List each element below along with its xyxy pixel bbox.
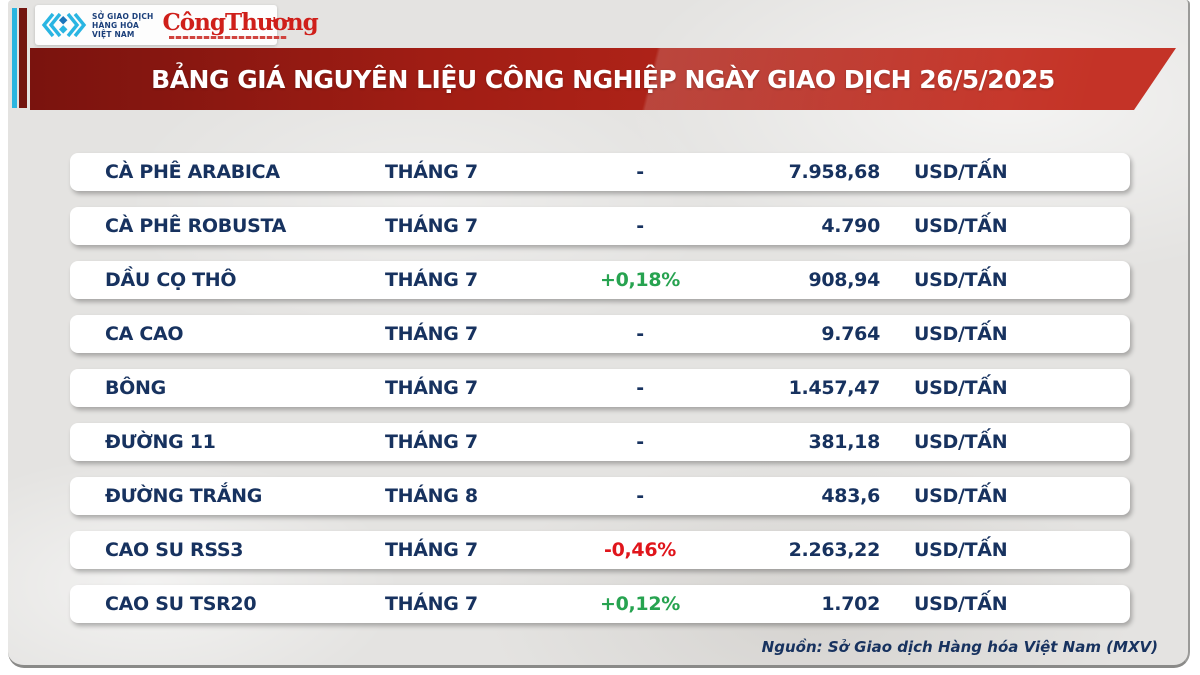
commodity-name: CÀ PHÊ ARABICA (105, 161, 280, 183)
price-unit: USD/TẤN (914, 161, 1008, 183)
price-table: CÀ PHÊ ARABICA THÁNG 7 - 7.958,68 USD/TẤ… (70, 153, 1130, 623)
title-banner: BẢNG GIÁ NGUYÊN LIỆU CÔNG NGHIỆP NGÀY GI… (30, 48, 1176, 110)
congthuong-tagline-bar (168, 36, 287, 39)
price-unit: USD/TẤN (914, 539, 1008, 561)
table-row: CAO SU RSS3 THÁNG 7 -0,46% 2.263,22 USD/… (70, 531, 1130, 569)
price-value: 381,18 (808, 431, 880, 453)
price-value: 908,94 (808, 269, 880, 291)
contract-month: THÁNG 7 (385, 539, 478, 561)
contract-month: THÁNG 7 (385, 215, 478, 237)
commodity-name: CÀ PHÊ ROBUSTA (105, 215, 287, 237)
commodity-name: DẦU CỌ THÔ (105, 269, 237, 291)
contract-month: THÁNG 7 (385, 323, 478, 345)
table-row: CÀ PHÊ ROBUSTA THÁNG 7 - 4.790 USD/TẤN (70, 207, 1130, 245)
contract-month: THÁNG 7 (385, 593, 478, 615)
change-percent: - (636, 431, 644, 453)
price-value: 483,6 (821, 485, 880, 507)
commodity-name: CAO SU TSR20 (105, 593, 257, 615)
commodity-name: BÔNG (105, 377, 166, 399)
table-row: BÔNG THÁNG 7 - 1.457,47 USD/TẤN (70, 369, 1130, 407)
table-row: CÀ PHÊ ARABICA THÁNG 7 - 7.958,68 USD/TẤ… (70, 153, 1130, 191)
change-percent: +0,18% (599, 269, 681, 291)
price-value: 9.764 (821, 323, 880, 345)
price-unit: USD/TẤN (914, 431, 1008, 453)
price-value: 4.790 (821, 215, 880, 237)
change-percent: - (636, 161, 644, 183)
commodity-name: CA CAO (105, 323, 184, 345)
contract-month: THÁNG 7 (385, 269, 478, 291)
price-unit: USD/TẤN (914, 323, 1008, 345)
mxv-logo-line1: SỞ GIAO DỊCH (92, 11, 154, 21)
price-value: 1.457,47 (788, 377, 881, 399)
price-value: 1.702 (821, 593, 880, 615)
congthuong-logo: CôngThương (162, 9, 319, 39)
infographic-card: BẢNG GIÁ NGUYÊN LIỆU CÔNG NGHIỆP NGÀY GI… (8, 0, 1190, 668)
price-value: 7.958,68 (788, 161, 881, 183)
mxv-logo-text: SỞ GIAO DỊCH HÀNG HÓA VIỆT NAM (92, 12, 154, 39)
price-unit: USD/TẤN (914, 377, 1008, 399)
change-percent: - (636, 323, 644, 345)
mxv-logo-line2: HÀNG HÓA (92, 20, 139, 30)
left-maroon-stripe (19, 8, 27, 108)
logo-box: SỞ GIAO DỊCH HÀNG HÓA VIỆT NAM CôngThươn… (35, 5, 319, 45)
commodity-name: ĐƯỜNG 11 (105, 431, 216, 453)
price-value: 2.263,22 (788, 539, 881, 561)
commodity-name: CAO SU RSS3 (105, 539, 244, 561)
change-percent: - (636, 485, 644, 507)
price-unit: USD/TẤN (914, 269, 1008, 291)
table-row: CAO SU TSR20 THÁNG 7 +0,12% 1.702 USD/TẤ… (70, 585, 1130, 623)
source-note: Nguồn: Sở Giao dịch Hàng hóa Việt Nam (M… (761, 638, 1158, 656)
contract-month: THÁNG 7 (385, 431, 478, 453)
price-unit: USD/TẤN (914, 593, 1008, 615)
contract-month: THÁNG 7 (385, 161, 478, 183)
table-row: ĐƯỜNG 11 THÁNG 7 - 381,18 USD/TẤN (70, 423, 1130, 461)
price-unit: USD/TẤN (914, 215, 1008, 237)
page-title: BẢNG GIÁ NGUYÊN LIỆU CÔNG NGHIỆP NGÀY GI… (151, 64, 1055, 94)
table-row: DẦU CỌ THÔ THÁNG 7 +0,18% 908,94 USD/TẤN (70, 261, 1130, 299)
table-row: ĐƯỜNG TRẮNG THÁNG 8 - 483,6 USD/TẤN (70, 477, 1130, 515)
mxv-logo-line3: VIỆT NAM (92, 29, 135, 39)
contract-month: THÁNG 7 (385, 377, 478, 399)
mxv-logo-icon (41, 12, 87, 38)
change-percent: -0,46% (603, 539, 676, 561)
contract-month: THÁNG 8 (385, 485, 478, 507)
change-percent: +0,12% (599, 593, 681, 615)
table-row: CA CAO THÁNG 7 - 9.764 USD/TẤN (70, 315, 1130, 353)
commodity-name: ĐƯỜNG TRẮNG (105, 485, 262, 507)
congthuong-logo-text: CôngThương (162, 9, 319, 36)
left-cyan-stripe (12, 8, 17, 108)
price-unit: USD/TẤN (914, 485, 1008, 507)
change-percent: - (636, 377, 644, 399)
change-percent: - (636, 215, 644, 237)
